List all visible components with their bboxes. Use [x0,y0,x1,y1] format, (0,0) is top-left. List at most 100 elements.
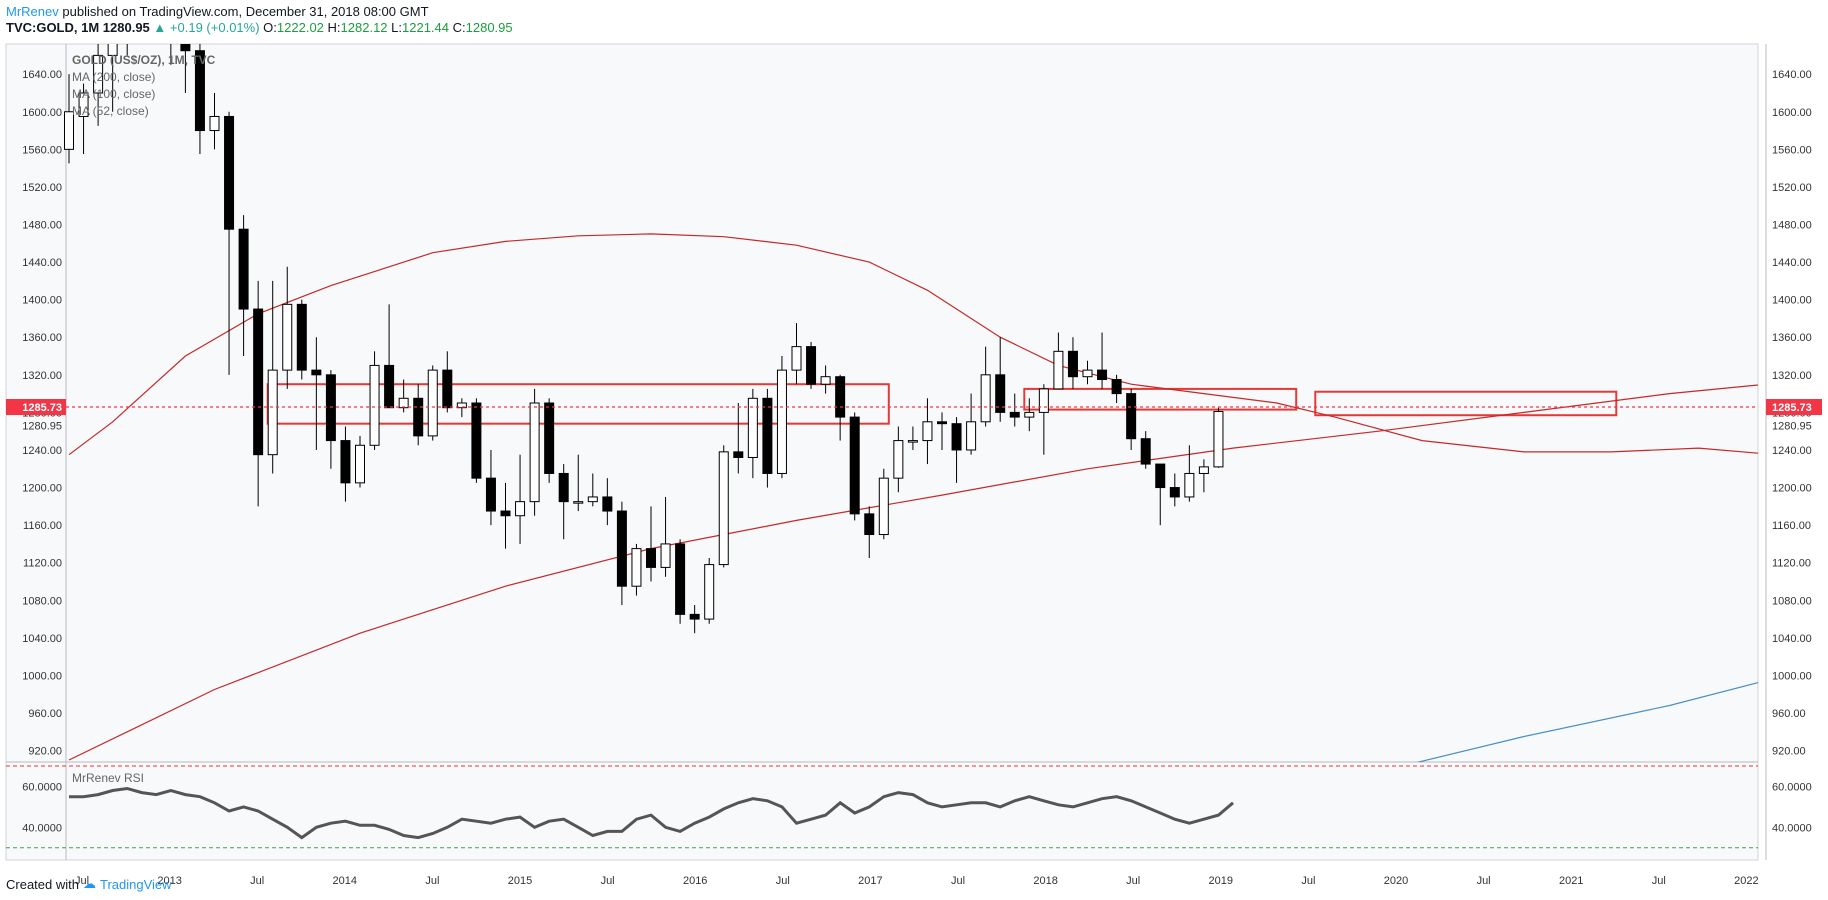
candle-body-45 [718,451,729,566]
close-value: 1280.95 [465,20,513,35]
candle-body-13 [253,308,264,456]
candle-body-68 [1053,350,1064,390]
price-tag-bg-right [1766,399,1822,416]
left-tick-label: 1080.00 [22,595,62,607]
rsi-tick-left: 40.0000 [22,822,62,834]
low-label: L: [391,20,402,35]
range-box-2 [1314,390,1618,417]
time-tick-label: 2017 [858,875,882,887]
ma-line-0 [68,233,1758,456]
candle-body-2 [93,54,104,94]
right-tick-label: 1200.00 [1772,483,1812,495]
candle-body-69 [1067,350,1078,378]
candle-body-1 [78,92,89,117]
candle-body-56 [878,477,889,536]
left-tick-label: 960.00 [28,708,62,720]
rsi-title: MrRenev RSI [72,771,144,785]
candle-body-62 [966,421,977,451]
tradingview-link[interactable]: TradingView [99,876,172,892]
time-tick-label: Jul [1652,875,1666,887]
left-tick-label: 1360.00 [22,332,62,344]
candle-body-8 [180,44,191,52]
left-tick-label: 1200.00 [22,483,62,495]
candle-body-31 [515,501,526,517]
time-tick-label: Jul [776,875,790,887]
rsi-tick-right: 60.0000 [1772,781,1812,793]
candle-body-19 [340,440,351,484]
candle-body-46 [733,451,744,458]
candle-body-40 [646,548,656,568]
candle-body-12 [238,228,249,310]
candle-body-72 [1111,379,1122,395]
left-tick-label: 1600.00 [22,107,62,119]
right-tick-label: 1360.00 [1772,332,1812,344]
candle-body-32 [529,402,540,503]
candle-body-23 [398,397,409,409]
last-price-label-right: 1280.95 [1772,421,1812,433]
candle-body-70 [1082,369,1093,378]
candle-body-37 [602,496,613,512]
range-box-1 [1023,387,1298,411]
last-price: 1280.95 [102,20,150,35]
right-tick-label: 1240.00 [1772,445,1812,457]
time-tick-label: 2013 [157,875,181,887]
right-tick-label: 1040.00 [1772,633,1812,645]
candle-body-29 [485,477,496,512]
time-tick-label: Jul [250,875,264,887]
candle-body-54 [849,416,860,515]
candle-body-33 [544,402,555,474]
price-tag-left: 1285.73 [22,402,62,414]
chart-frame [5,43,1759,861]
candle-body-0 [64,111,74,150]
candle-body-22 [384,364,395,409]
candle-body-57 [893,440,904,479]
candle-body-74 [1140,438,1151,465]
low-value: 1221.44 [402,20,449,35]
open-value: 1222.02 [276,20,324,35]
left-tick-label: 1000.00 [22,670,62,682]
candle-body-60 [937,421,947,425]
time-tick-label: 2015 [508,875,532,887]
candle-body-49 [776,369,787,474]
left-tick-label: 920.00 [28,746,62,758]
candle-body-73 [1126,393,1137,440]
time-tick-label: 2019 [1209,875,1233,887]
candle-body-25 [427,369,438,437]
price-tag-bg-left [6,399,66,416]
close-label: C: [452,20,466,35]
candle-body-34 [558,472,569,503]
time-tick-label: 2018 [1033,875,1057,887]
candle-body-11 [224,115,235,230]
footer: Created with ☁ TradingView [6,876,172,892]
right-tick-label: 1120.00 [1772,558,1811,570]
symbol-ohlc-line: TVC:GOLD, 1M 1280.95 ▲ +0.19 (+0.01%) O:… [6,20,513,36]
candle-body-18 [325,374,336,442]
candle-body-63 [980,374,991,423]
candle-body-75 [1155,463,1166,489]
time-tick-label: Jul [1301,875,1315,887]
candle-body-76 [1169,487,1180,498]
candle-body-78 [1198,466,1209,474]
right-tick-label: 1320.00 [1772,370,1812,382]
legend-title: GOLD (US$/OZ), 1M, TVC [72,53,216,67]
time-tick-label: Jul [1477,875,1491,887]
candle-body-52 [820,376,831,385]
candle-body-55 [864,513,875,536]
candle-body-71 [1097,369,1108,381]
candle-body-28 [471,402,482,479]
time-tick-label: Jul [1126,875,1140,887]
left-tick-label: 1040.00 [22,633,62,645]
author-link[interactable]: MrRenev [6,4,59,19]
candle-body-9 [194,50,205,132]
left-tick-label: 1560.00 [22,144,62,156]
candle-body-43 [689,613,700,620]
candle-body-6 [152,0,161,8]
candle-body-77 [1184,472,1195,498]
right-tick-label: 1480.00 [1772,220,1812,232]
symbol-label: TVC:GOLD, 1M [6,20,100,35]
candle-body-16 [296,303,307,371]
candle-body-3 [107,44,118,56]
candle-body-15 [282,303,293,371]
time-tick-label: Jul [951,875,965,887]
